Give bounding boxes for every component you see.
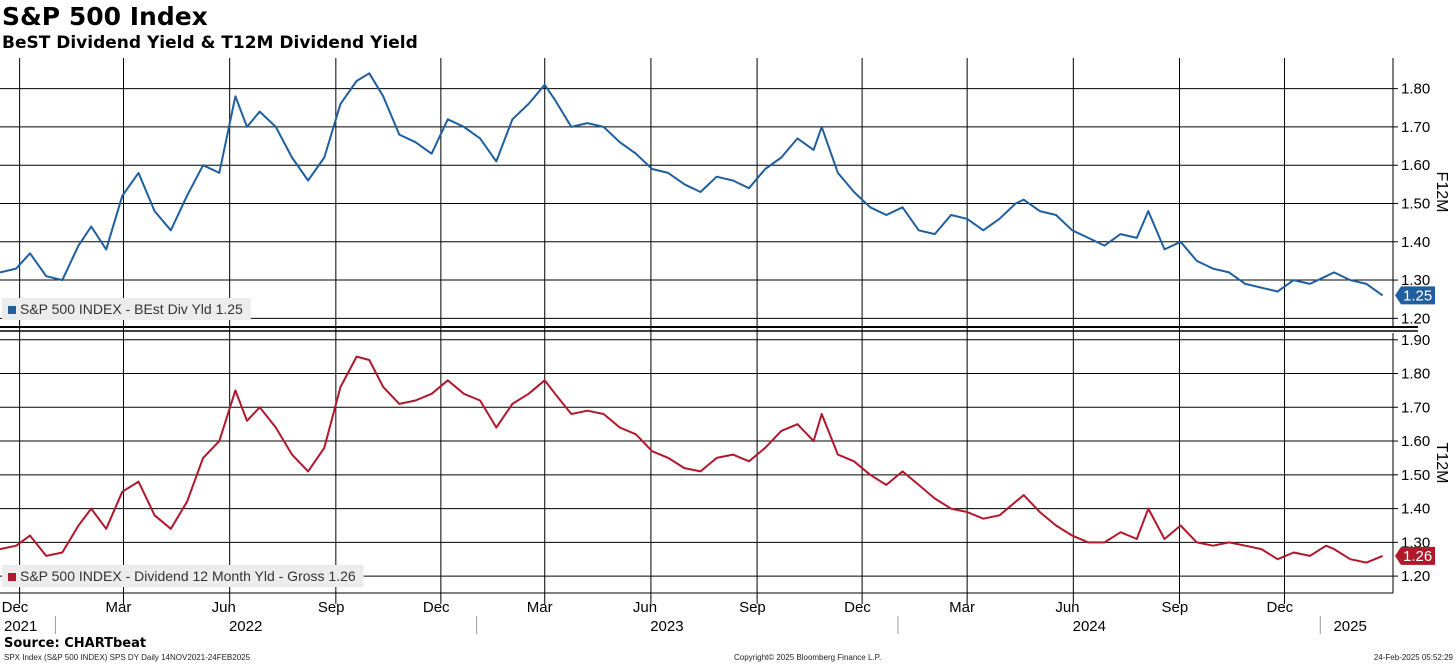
x-tick-label-month: Jun xyxy=(1055,599,1079,616)
series-layer xyxy=(0,72,1384,564)
legend-label: S&P 500 INDEX - Dividend 12 Month Yld - … xyxy=(20,568,356,584)
x-tick-label-year: 2021 xyxy=(4,618,37,635)
x-tick-label-month: Mar xyxy=(527,599,553,616)
x-tick-label-month: Dec xyxy=(844,599,871,616)
x-tick-label-month: Jun xyxy=(633,599,657,616)
footer-left: SPX Index (S&P 500 INDEX) SPS DY Daily 1… xyxy=(4,653,251,662)
legend-swatch xyxy=(8,306,16,314)
x-tick-label-month: Dec xyxy=(2,599,29,616)
x-tick-label-month: Jun xyxy=(212,599,236,616)
x-tick-label-month: Mar xyxy=(105,599,131,616)
y-tick-label: 1.80 xyxy=(1401,366,1430,383)
last-value-badge xyxy=(1395,546,1435,565)
footer-timestamp: 24-Feb-2025 05:52:29 xyxy=(1373,653,1453,662)
x-tick-label-year: 2025 xyxy=(1333,618,1366,635)
last-value-label: 1.26 xyxy=(1403,548,1432,565)
series-line xyxy=(0,72,1384,297)
x-tick-label-year: 2022 xyxy=(229,618,262,635)
y-tick-label: 1.50 xyxy=(1401,467,1430,484)
y-tick-label: 1.40 xyxy=(1401,501,1430,518)
x-tick-label-month: Sep xyxy=(318,599,345,616)
footer-copyright: Copyright© 2025 Bloomberg Finance L.P. xyxy=(734,653,882,662)
y-axis-title: F12M xyxy=(1433,172,1450,213)
x-tick-label-month: Sep xyxy=(739,599,766,616)
x-tick-label-month: Dec xyxy=(1267,599,1294,616)
legend-box xyxy=(2,565,364,587)
y-tick-label: 1.90 xyxy=(1401,332,1430,349)
y-tick-label: 1.50 xyxy=(1401,195,1430,212)
y-tick-label: 1.20 xyxy=(1401,568,1430,585)
x-tick-label-month: Mar xyxy=(949,599,975,616)
x-tick-label-month: Sep xyxy=(1161,599,1188,616)
x-tick-label-month: Dec xyxy=(423,599,450,616)
x-tick-label-year: 2024 xyxy=(1073,618,1106,635)
x-tick-label-year: 2023 xyxy=(650,618,683,635)
y-tick-label: 1.30 xyxy=(1401,272,1430,289)
last-value-label: 1.25 xyxy=(1403,287,1432,304)
series-line xyxy=(0,355,1383,564)
legend-swatch xyxy=(8,573,16,581)
y-tick-label: 1.70 xyxy=(1401,399,1430,416)
source-note: Source: CHARTbeat xyxy=(4,636,147,651)
y-tick-label: 1.60 xyxy=(1401,157,1430,174)
last-value-badge xyxy=(1395,286,1435,305)
legend-box xyxy=(2,298,251,320)
chart-title: S&P 500 Index xyxy=(2,2,208,31)
y-tick-label: 1.20 xyxy=(1401,310,1430,327)
axis-layer: 1.20 1.30 1.40 1.50 1.60 1.70 1.80 F12M 1.25 S&P … xyxy=(0,58,1450,635)
y-axis-title: T12M xyxy=(1433,443,1450,484)
y-tick-label: 1.40 xyxy=(1401,234,1430,251)
legend-label: S&P 500 INDEX - BEst Div Yld 1.25 xyxy=(20,301,243,317)
chart-subtitle: BeST Dividend Yield & T12M Dividend Yiel… xyxy=(2,33,418,53)
y-tick-label: 1.80 xyxy=(1401,81,1430,98)
y-tick-label: 1.70 xyxy=(1401,119,1430,136)
y-tick-label: 1.60 xyxy=(1401,433,1430,450)
